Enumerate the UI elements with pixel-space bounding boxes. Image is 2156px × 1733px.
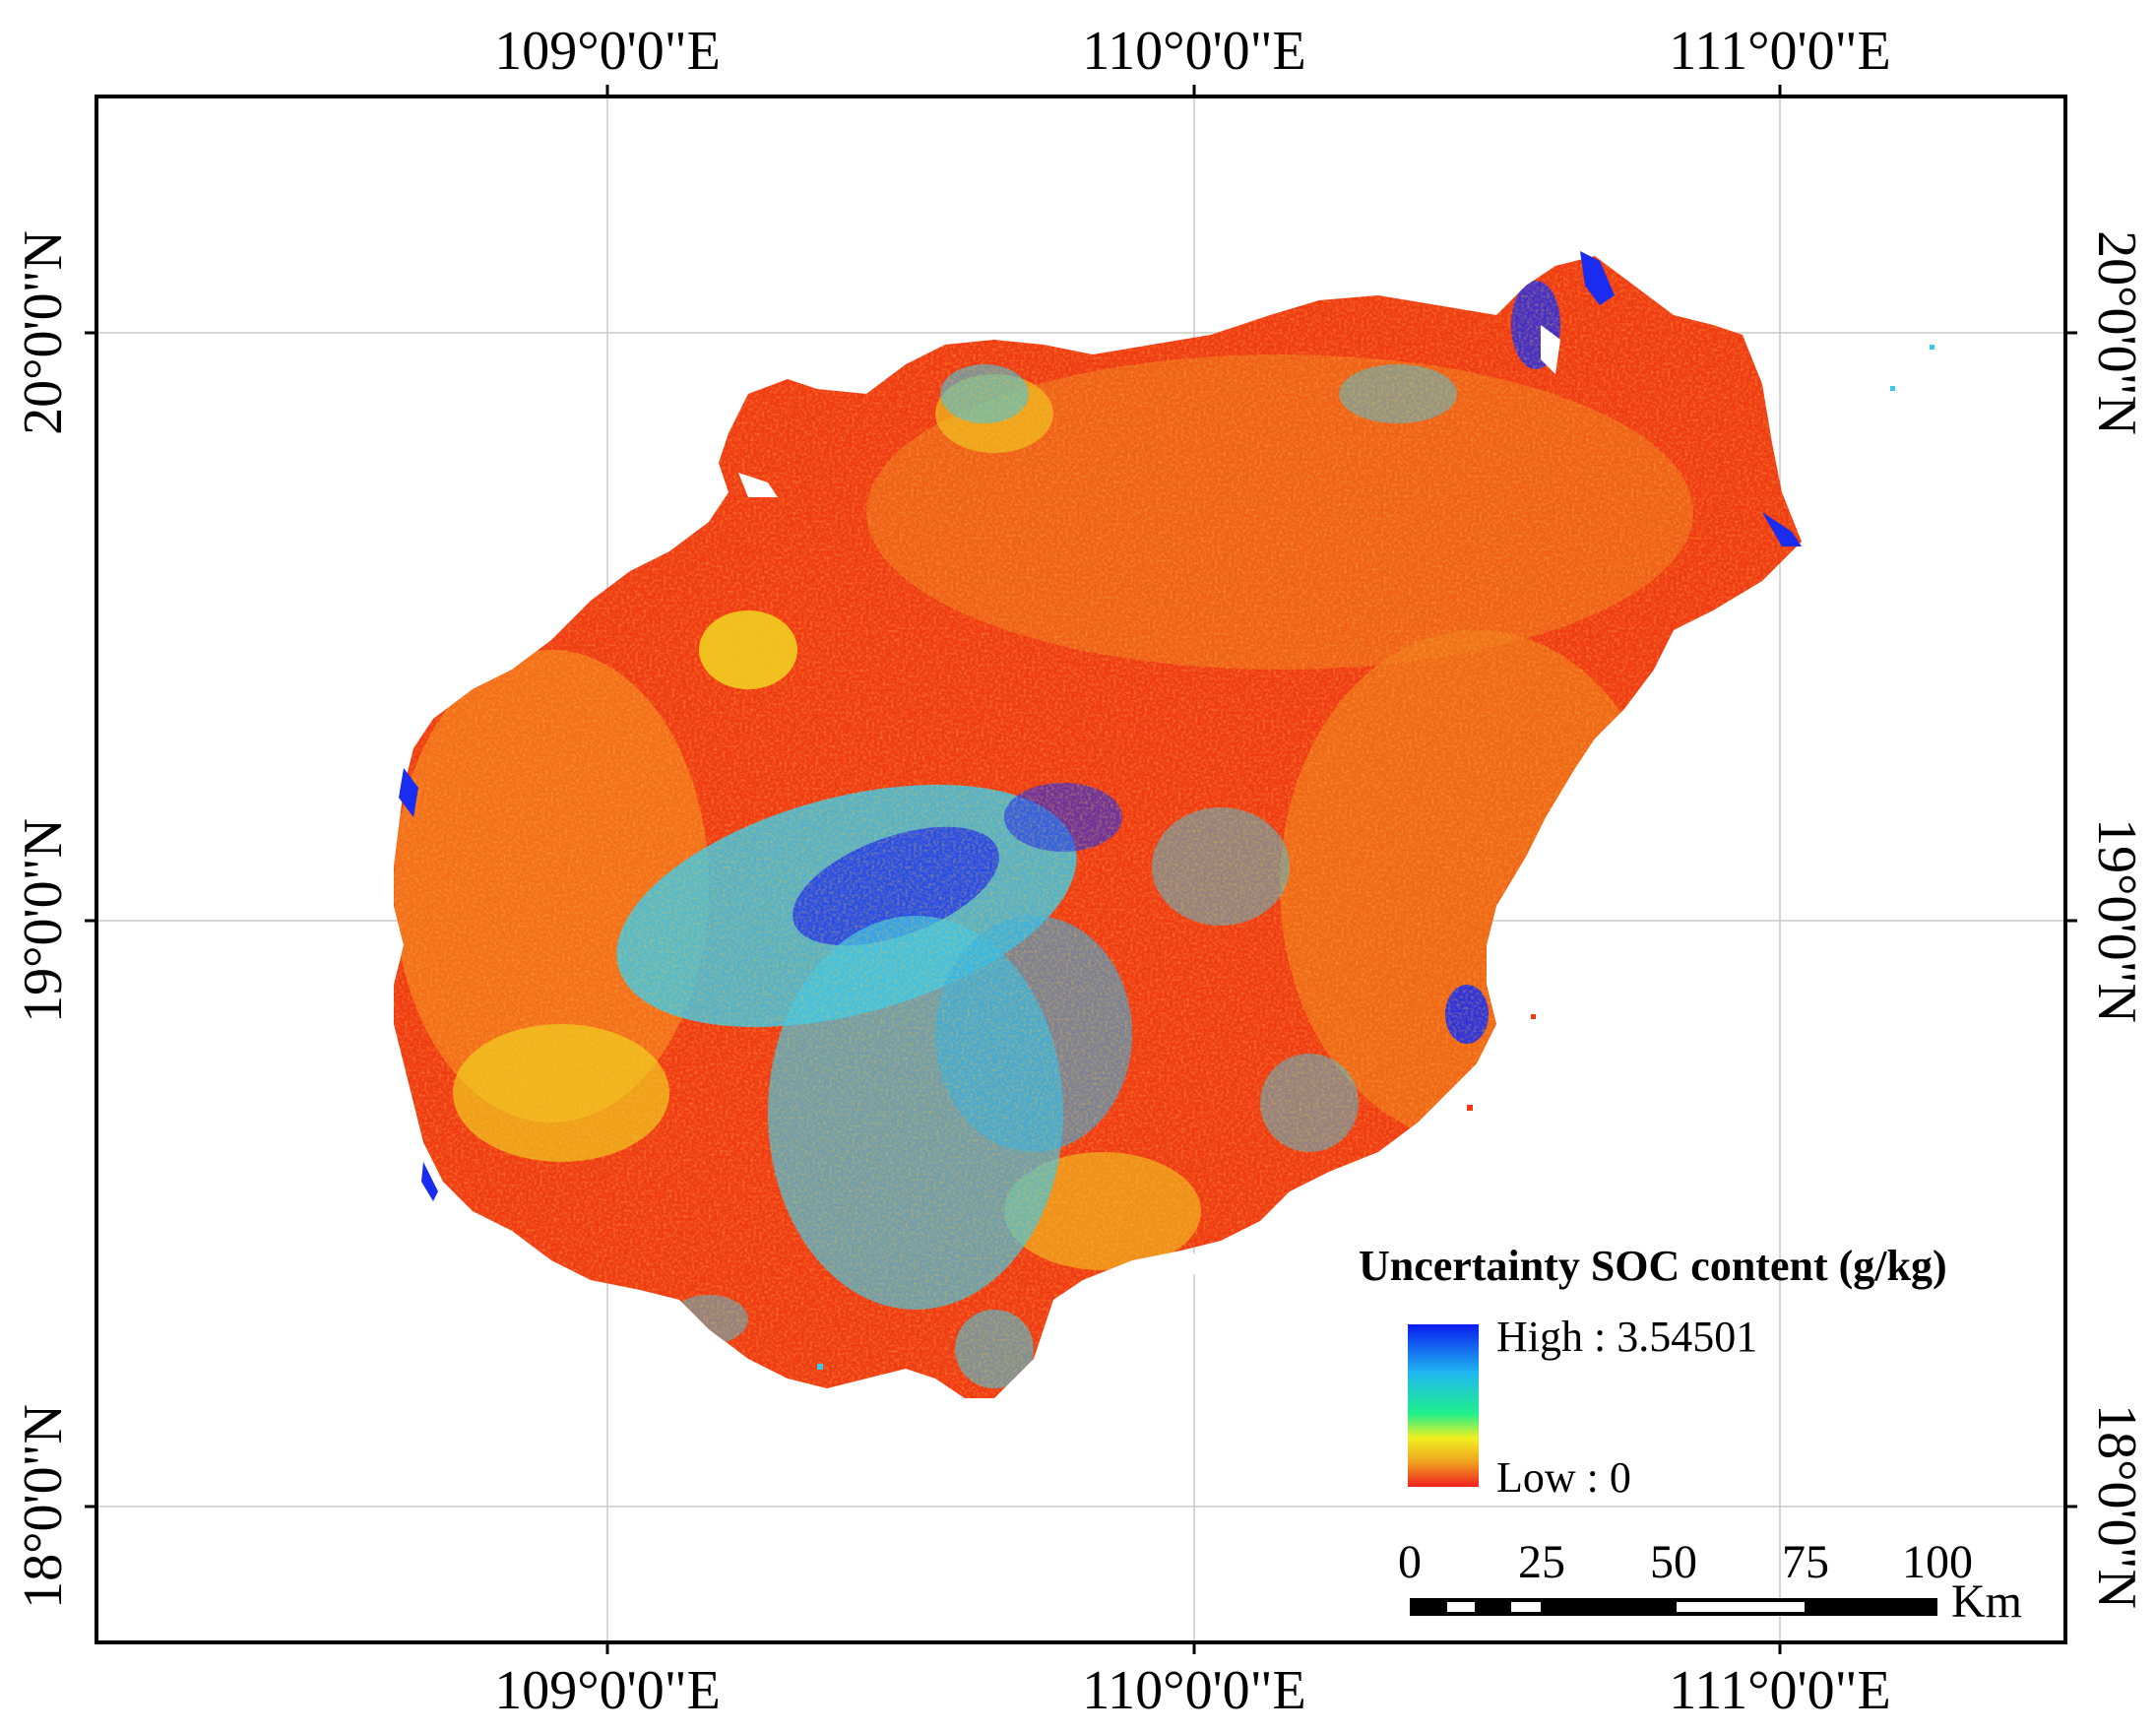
scale-tick-label: 25 — [1518, 1536, 1565, 1588]
bottom-longitude-labels: 109°0'0"E 110°0'0"E 111°0'0"E — [494, 1660, 1890, 1721]
lat-label-left-18: 18°0'0"N — [13, 1404, 74, 1609]
lat-label-right-18: 18°0'0"N — [2086, 1404, 2147, 1609]
lon-label-bottom-109: 109°0'0"E — [494, 1660, 721, 1721]
scale-tick-label: 75 — [1782, 1536, 1829, 1588]
lat-label-right-20: 20°0'0"N — [2086, 230, 2147, 435]
scale-tick-label: 0 — [1398, 1536, 1422, 1588]
scale-unit: Km — [1951, 1575, 2022, 1628]
legend-low-label: Low : 0 — [1496, 1453, 1631, 1502]
legend-color-ramp — [1408, 1324, 1479, 1487]
coastal-high-uncertainty — [1580, 251, 1615, 305]
legend-high-label: High : 3.54501 — [1496, 1313, 1757, 1361]
coastal-high-uncertainty — [421, 1162, 438, 1201]
lat-label-left-20: 20°0'0"N — [13, 230, 74, 435]
top-longitude-labels: 109°0'0"E 110°0'0"E 111°0'0"E — [494, 21, 1890, 82]
scale-tick-label: 100 — [1902, 1536, 1973, 1588]
scale-tick-label: 50 — [1650, 1536, 1697, 1588]
lon-label-top-110: 110°0'0"E — [1082, 21, 1305, 82]
lat-label-right-19: 19°0'0"N — [2086, 818, 2147, 1023]
lat-label-left-19: 19°0'0"N — [13, 818, 74, 1023]
right-latitude-labels: 20°0'0"N 19°0'0"N 18°0'0"N — [2086, 230, 2147, 1609]
coastal-high-uncertainty — [399, 768, 418, 817]
scale-bar-body — [1410, 1598, 1937, 1616]
lon-label-top-109: 109°0'0"E — [494, 21, 721, 82]
legend-title: Uncertainty SOC content (g/kg) — [1359, 1242, 1947, 1290]
lon-label-top-111: 111°0'0"E — [1669, 21, 1890, 82]
tick-marks — [85, 85, 2077, 1654]
scale-bar: 0 25 50 75 100 Km — [1398, 1536, 2022, 1628]
left-latitude-labels: 20°0'0"N 19°0'0"N 18°0'0"N — [13, 230, 74, 1609]
legend: Uncertainty SOC content (g/kg) High : 3.… — [1359, 1242, 1947, 1502]
coastal-high-uncertainty — [1762, 512, 1802, 546]
lon-label-bottom-110: 110°0'0"E — [1082, 1660, 1305, 1721]
lon-label-bottom-111: 111°0'0"E — [1669, 1660, 1890, 1721]
